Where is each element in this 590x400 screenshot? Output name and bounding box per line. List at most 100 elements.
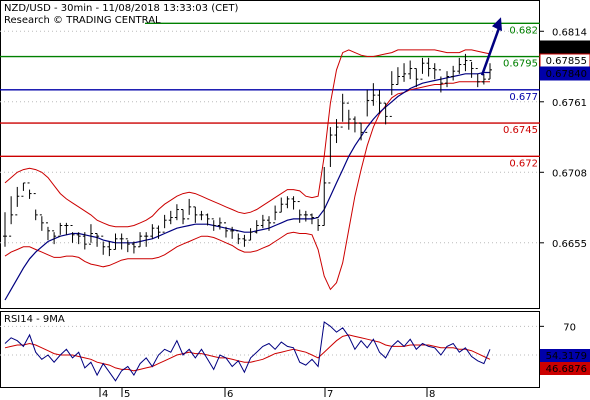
price-bar	[131, 241, 136, 254]
support-resistance-levels: 0.682 0.6795 0.677 0.6745 0.672	[0, 22, 540, 169]
price-bar	[107, 241, 112, 257]
price-bar	[230, 226, 235, 239]
price-bar	[52, 230, 57, 245]
bollinger-bands	[4, 49, 491, 291]
rsi-tag-label-0: 54.3179	[546, 351, 587, 362]
price-bar	[193, 206, 198, 223]
price-bar	[125, 238, 130, 253]
price-bar	[475, 68, 480, 88]
price-bar	[316, 217, 321, 231]
price-tag-box-2	[539, 66, 590, 81]
price-bar	[273, 205, 278, 224]
price-bar	[187, 198, 192, 220]
rsi-lines	[4, 321, 491, 382]
price-bar	[119, 233, 124, 250]
price-bar	[9, 196, 14, 237]
price-bar	[254, 220, 259, 234]
rsi-tag-box-1	[540, 362, 590, 375]
chart-title: NZD/USD - 30min - 11/08/2018 13:33:03 (C…	[4, 3, 238, 14]
price-bar	[279, 197, 284, 213]
price-bar	[408, 60, 413, 80]
x-tick-label-1: 5	[124, 389, 130, 400]
price-bar	[224, 222, 229, 238]
x-tick-label-0: 4	[102, 389, 108, 400]
price-bar	[414, 68, 419, 88]
price-bar	[322, 166, 327, 227]
price-tag-label-0: 0.6787	[552, 43, 587, 54]
price-bar	[359, 122, 364, 141]
price-bar	[27, 182, 32, 199]
price-bar	[457, 57, 462, 74]
price-bar	[95, 232, 100, 247]
price-bars	[3, 53, 492, 257]
price-bar	[432, 63, 437, 80]
rsi-tick-label-0: 70	[563, 322, 576, 333]
price-bar	[181, 209, 186, 225]
x-tick-label-3: 7	[327, 389, 333, 400]
price-bar	[150, 224, 155, 239]
price-bar	[45, 222, 50, 241]
price-bar	[389, 71, 394, 117]
price-bar	[236, 230, 241, 245]
price-bar	[3, 212, 7, 247]
rsi-ma-line	[4, 334, 491, 372]
moving-average	[4, 71, 490, 301]
level-label-1: 0.6795	[503, 59, 538, 70]
price-bar	[352, 116, 357, 133]
price-bar	[33, 193, 38, 221]
level-label-4: 0.672	[509, 158, 538, 169]
price-bar	[162, 214, 167, 233]
price-bar	[340, 93, 345, 128]
level-label-0: 0.682	[509, 25, 538, 36]
price-bar	[174, 204, 179, 221]
price-bar	[426, 57, 431, 77]
price-bar	[395, 67, 400, 85]
price-bar	[420, 57, 425, 80]
price-bar	[82, 232, 87, 250]
price-tag-label-2: 0.67840	[546, 69, 587, 80]
bollinger-upper	[4, 49, 491, 228]
price-bar	[64, 222, 69, 235]
price-bar	[438, 69, 443, 93]
price-bar	[445, 71, 450, 88]
price-bar	[217, 217, 222, 230]
rsi-tags: 54.3179 46.6876	[540, 349, 590, 375]
bollinger-lower	[4, 81, 490, 291]
forecast-arrow	[480, 17, 502, 76]
price-bar	[205, 213, 210, 226]
rsi-tag-box-0	[540, 349, 590, 362]
price-bar	[303, 210, 308, 222]
price-bar	[168, 210, 173, 225]
arrow-head	[492, 17, 502, 32]
arrow-shaft	[480, 24, 502, 76]
rsi-line	[4, 321, 491, 382]
price-bar	[70, 225, 75, 243]
price-bar	[383, 102, 388, 125]
grid-lines	[0, 30, 540, 356]
price-bar	[101, 235, 106, 255]
price-bar	[248, 228, 253, 241]
price-tag-label-1: 0.67855	[546, 56, 587, 67]
price-bar	[328, 127, 333, 184]
chart-credit: Research © TRADING CENTRAL	[4, 15, 161, 26]
price-bar	[451, 65, 456, 81]
price-bar	[39, 214, 44, 231]
moving-average-line	[4, 71, 490, 301]
x-tick-label-4: 8	[429, 389, 435, 400]
time-axis: 4 5 6 7 8	[99, 387, 435, 400]
price-bar	[334, 119, 339, 144]
price-bar	[15, 186, 20, 216]
price-bar	[481, 73, 486, 85]
rsi-title: RSI14 - 9MA	[4, 314, 65, 325]
price-bar	[144, 232, 149, 247]
price-bar	[260, 214, 265, 229]
price-bar	[402, 63, 407, 82]
y-tick-label-3: 0.6655	[552, 239, 587, 250]
price-bar	[285, 196, 290, 209]
price-bar	[156, 225, 161, 239]
price-panel-frame	[0, 0, 540, 309]
price-bar	[211, 218, 216, 231]
price-bar	[242, 234, 247, 247]
price-bar	[371, 83, 376, 106]
